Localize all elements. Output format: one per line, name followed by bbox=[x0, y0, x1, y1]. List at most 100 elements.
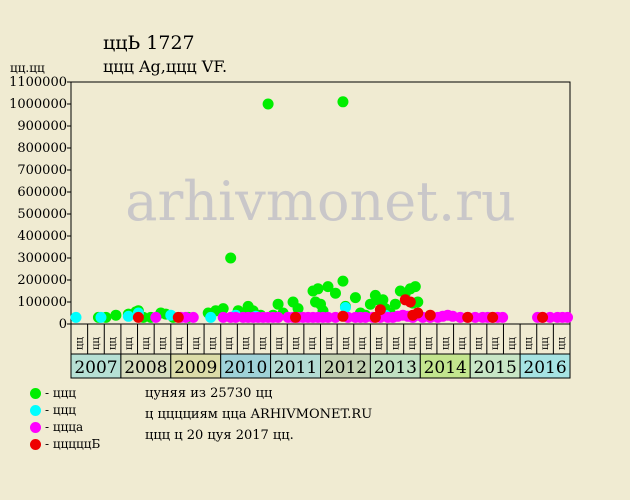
data-point bbox=[322, 281, 334, 293]
legend-marker-icon bbox=[30, 439, 41, 450]
quarter-label: цц bbox=[474, 337, 485, 350]
data-point bbox=[187, 311, 199, 323]
data-point bbox=[272, 311, 284, 323]
data-point bbox=[389, 298, 401, 310]
quarter-label: цц bbox=[274, 337, 285, 350]
y-tick-label: 300000 bbox=[17, 251, 67, 266]
quarter-label: цц bbox=[407, 337, 418, 350]
data-point bbox=[562, 311, 574, 323]
data-point bbox=[337, 96, 349, 108]
y-tick-label: 1000000 bbox=[9, 97, 67, 112]
data-point bbox=[312, 283, 324, 295]
quarter-label: цц bbox=[523, 337, 534, 350]
quarter-label: цц bbox=[108, 337, 119, 350]
quarter-label: цц bbox=[340, 337, 351, 350]
data-point bbox=[462, 311, 474, 323]
quarter-label: цц bbox=[324, 337, 335, 350]
year-label: 2009 bbox=[174, 358, 217, 378]
quarter-label: цц bbox=[507, 337, 518, 350]
data-point bbox=[349, 292, 361, 304]
legend-label: - ццц bbox=[45, 386, 77, 400]
info-line-3: ццц ц 20 цуя 2017 цц. bbox=[145, 428, 294, 443]
year-label: 2008 bbox=[124, 358, 167, 378]
chart-subtitle: ццц Ag,ццц VF. bbox=[103, 57, 228, 76]
y-tick-label: 600000 bbox=[17, 185, 67, 200]
year-band bbox=[170, 353, 222, 379]
year-band bbox=[519, 353, 571, 379]
y-tick-label: 0 bbox=[59, 317, 67, 332]
watermark-text: arhivmonet.ru bbox=[125, 170, 515, 233]
quarter-label: цц bbox=[357, 337, 368, 350]
year-label: 2012 bbox=[324, 358, 367, 378]
plot-area bbox=[70, 81, 571, 325]
legend-marker-icon bbox=[30, 422, 41, 433]
data-point bbox=[172, 311, 184, 323]
quarter-label: цц bbox=[191, 337, 202, 350]
legend-marker-icon bbox=[30, 405, 41, 416]
y-tick-label: 500000 bbox=[17, 207, 67, 222]
year-label: 2010 bbox=[224, 358, 267, 378]
quarter-label: цц bbox=[490, 337, 501, 350]
legend-label: - цццццБ bbox=[45, 437, 101, 451]
year-label: 2015 bbox=[474, 358, 517, 378]
y-tick-label: 400000 bbox=[17, 229, 67, 244]
quarter-label: цц bbox=[207, 337, 218, 350]
year-band bbox=[270, 353, 322, 379]
year-label: 2011 bbox=[274, 358, 317, 378]
data-point bbox=[339, 302, 351, 313]
legend-label: - ццц bbox=[45, 403, 77, 417]
data-point bbox=[132, 311, 144, 323]
year-band bbox=[120, 353, 172, 379]
quarter-label: цц bbox=[291, 337, 302, 350]
y-tick-label: 100000 bbox=[17, 295, 67, 310]
info-line-2: ц цццциям цца ARHIVMONET.RU bbox=[145, 407, 373, 422]
legend-item: - цццццБ bbox=[30, 436, 100, 452]
year-label: 2014 bbox=[424, 358, 467, 378]
data-point bbox=[537, 311, 549, 323]
y-tick-label: 800000 bbox=[17, 141, 67, 156]
quarter-label: цц bbox=[157, 337, 168, 350]
quarter-label: цц bbox=[440, 337, 451, 350]
quarter-label: цц bbox=[307, 337, 318, 350]
data-point bbox=[487, 311, 499, 323]
quarter-label: цц bbox=[224, 337, 235, 350]
y-axis-unit-label: цц.цц bbox=[10, 61, 45, 75]
data-point bbox=[412, 307, 424, 319]
quarter-label: цц bbox=[241, 337, 252, 350]
legend-label: - ццца bbox=[45, 420, 84, 434]
legend-item: - ццца bbox=[30, 419, 83, 435]
data-point bbox=[262, 98, 274, 110]
y-tick-label: 200000 bbox=[17, 273, 67, 288]
legend-item: - ццц bbox=[30, 402, 76, 418]
data-point bbox=[424, 309, 436, 321]
data-point bbox=[225, 252, 237, 264]
quarter-label: цц bbox=[557, 337, 568, 350]
data-point bbox=[337, 275, 349, 287]
data-point bbox=[205, 311, 217, 323]
y-tick-label: 900000 bbox=[17, 119, 67, 134]
data-point bbox=[374, 304, 386, 316]
quarter-label: цц bbox=[91, 337, 102, 350]
quarter-label: цц bbox=[457, 337, 468, 350]
data-point bbox=[272, 298, 284, 310]
data-point bbox=[337, 310, 349, 322]
quarter-label: цц bbox=[390, 337, 401, 350]
year-band bbox=[419, 353, 471, 379]
data-point bbox=[95, 311, 107, 323]
year-label: 2016 bbox=[523, 358, 566, 378]
chart-title: ццЬ 1727 bbox=[103, 32, 195, 54]
quarter-label: цц bbox=[257, 337, 268, 350]
legend-item: - ццц bbox=[30, 385, 76, 401]
data-point bbox=[110, 309, 122, 321]
quarter-label: цц bbox=[374, 337, 385, 350]
quarter-label: цц bbox=[141, 337, 152, 350]
year-label: 2007 bbox=[74, 358, 117, 378]
y-tick-label: 1100000 bbox=[9, 75, 67, 90]
data-point bbox=[329, 287, 341, 299]
data-point bbox=[122, 310, 134, 322]
legend-marker-icon bbox=[30, 388, 41, 399]
quarter-label: цц bbox=[124, 337, 135, 350]
data-point bbox=[404, 296, 416, 308]
data-point bbox=[70, 311, 82, 323]
